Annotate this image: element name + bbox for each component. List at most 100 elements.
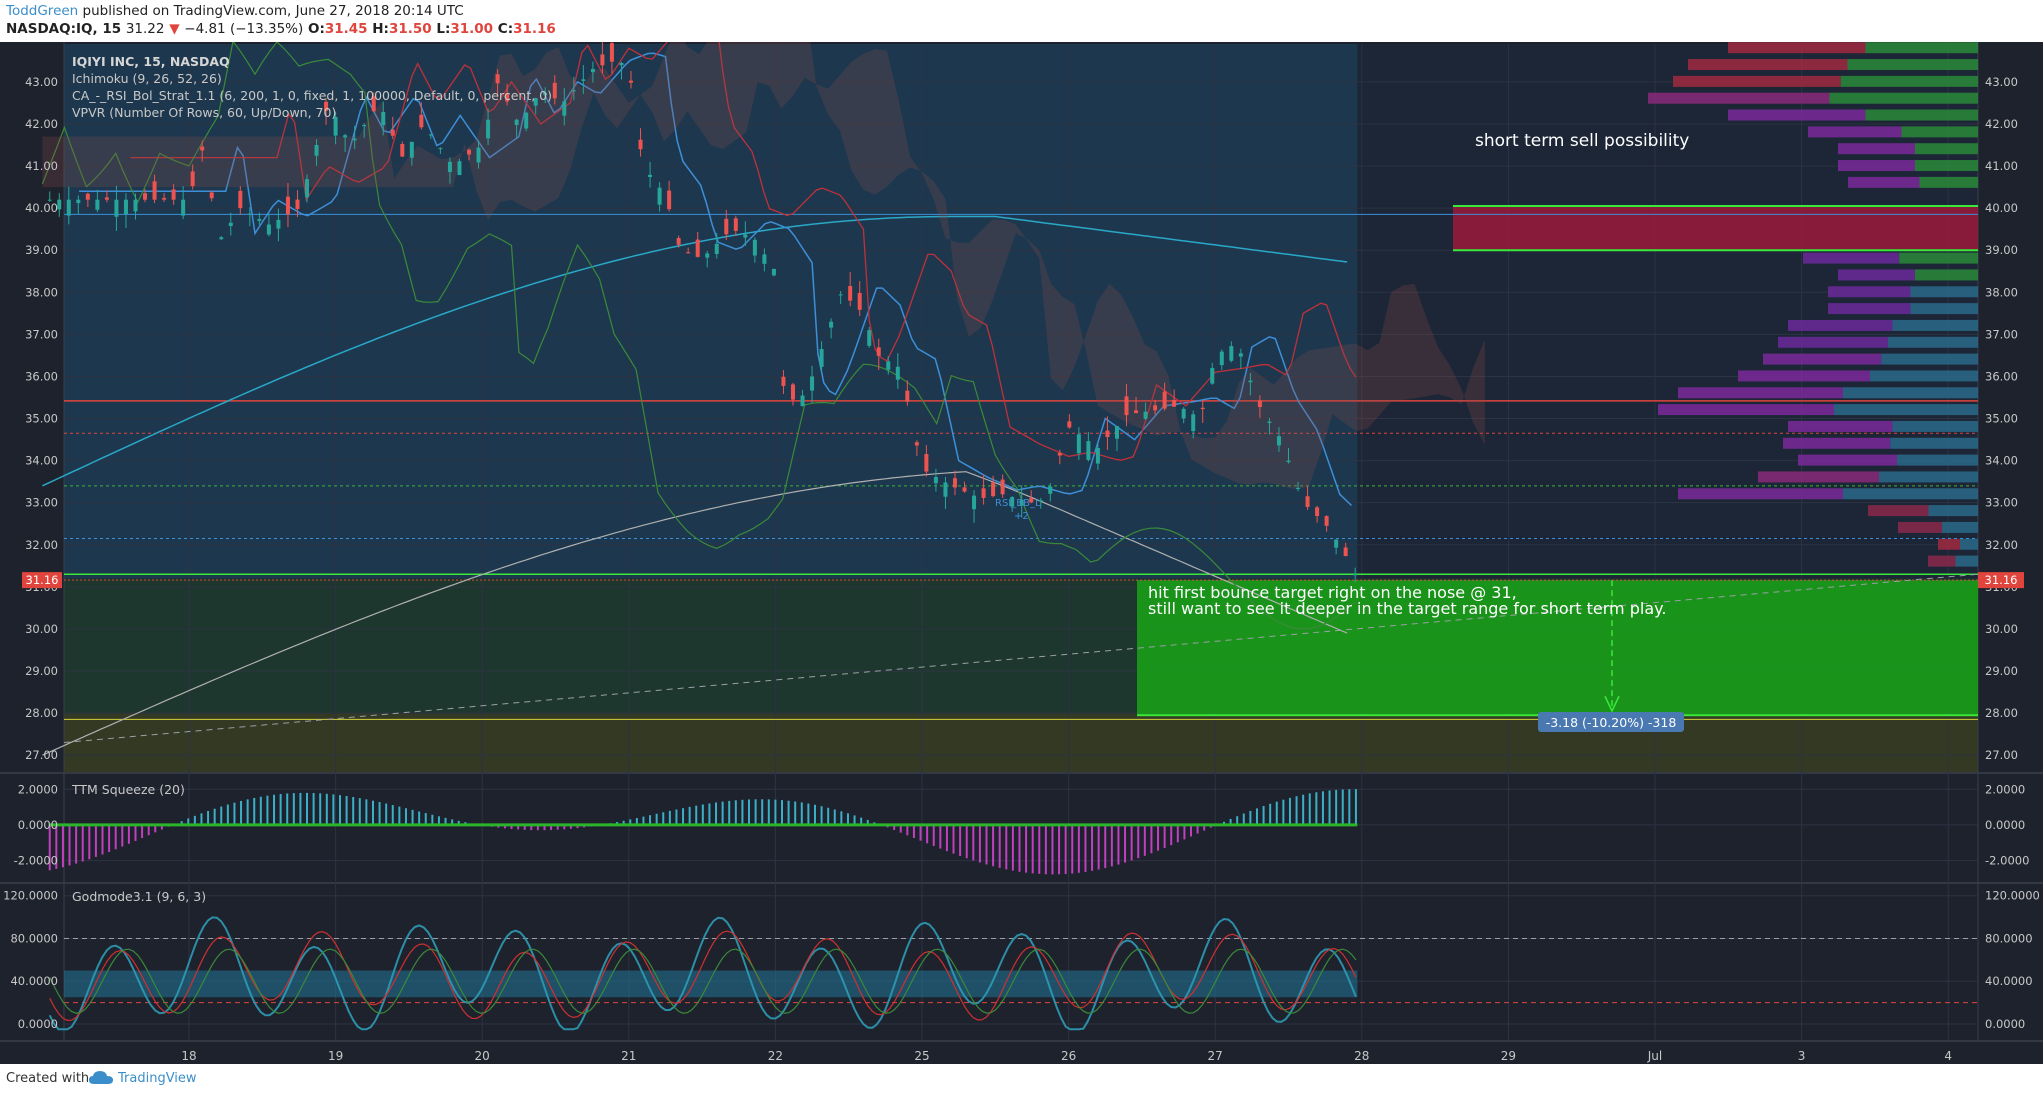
candle-body [848,286,853,301]
candle-body [1172,399,1177,407]
candle-body [838,294,843,296]
y-tick-label-right: 32.00 [1985,538,2018,552]
squeeze-title: TTM Squeeze (20) [71,782,185,797]
y-tick-label-right: 43.00 [1985,75,2018,89]
sell-note: short term sell possibility [1475,131,1689,151]
candle-body [419,114,424,128]
bounce-note-line2: still want to see it deeper in the targe… [1148,599,1666,618]
squeeze-tick-right: -2.0000 [1985,854,2029,868]
price-tag-left [22,572,62,589]
chart-canvas[interactable]: 18 19 20 21 22 25 26 27 28 29 Jul 3 4 27.00 27.00 28.00… [0,42,2043,1064]
vpvr-bar-up [1840,75,1978,87]
y-tick-label-left: 28.00 [25,706,58,720]
candle-body [1257,400,1262,408]
candle-body [1210,368,1215,384]
open-label: O: [307,21,325,37]
candle-body [981,488,986,498]
indicator-title-2: Ichimoku (9, 26, 52, 26) [72,71,222,86]
candle-body [409,141,414,158]
candle-body [543,92,548,96]
candle-body [790,384,795,400]
candle-body [467,149,472,155]
y-tick-label-right: 29.00 [1985,664,2018,678]
candle-body [400,143,405,157]
candle-body [133,199,138,212]
candle-body [1324,516,1329,526]
vpvr-bar-up [1960,538,1978,550]
candle-body [895,366,900,380]
candle-body [619,62,624,66]
candle-body [1286,460,1291,463]
candle-body [1267,421,1272,423]
candle-body [1315,507,1320,517]
y-tick-label-right: 36.00 [1985,369,2018,383]
vpvr-bar-down [1763,353,1882,365]
candle-body [447,161,452,173]
y-tick-label-left: 35.00 [25,412,58,426]
vpvr-bar-down [1808,126,1902,138]
y-tick-label-left: 39.00 [25,243,58,257]
author-link[interactable]: ToddGreen [6,3,79,19]
y-tick-label-right: 34.00 [1985,454,2018,468]
y-tick-label-left: 43.00 [25,75,58,89]
x-tick-label: 22 [768,1049,783,1063]
tradingview-cloud-icon [89,1071,113,1084]
candle-body [343,135,348,138]
vpvr-bar-down [1838,143,1915,155]
vpvr-bar-up [1888,336,1978,348]
candle-body [66,199,71,216]
candle-body [962,487,967,492]
y-tick-label-right: 37.00 [1985,327,2018,341]
x-tick-label: 18 [181,1049,196,1063]
candle-body [571,90,576,92]
vpvr-bar-down [1898,521,1942,533]
vpvr-bar-up [1899,252,1978,264]
candle-body [257,219,262,221]
candle-body [657,187,662,205]
candle-body [905,390,910,402]
candle-body [1153,405,1158,411]
y-tick-label-right: 28.00 [1985,706,2018,720]
candle-body [686,252,691,254]
vpvr-bar-down [1678,387,1843,399]
vpvr-bar-up [1910,286,1978,298]
vpvr-bar-up [1881,353,1978,365]
tenkan-line [79,52,1353,507]
candle-body [752,239,757,256]
vpvr-bar-down [1673,75,1841,87]
candle-body [991,482,996,497]
y-tick-label-left: 40.00 [25,201,58,215]
vpvr-bar-down [1678,488,1843,500]
candle-body [724,218,729,235]
candle-body [285,196,290,215]
candle-body [771,268,776,276]
vpvr-bar-up [1892,420,1978,432]
candle-body [171,189,176,200]
y-tick-label-left: 42.00 [25,117,58,131]
x-tick-label: 29 [1501,1049,1516,1063]
godmode-tick-left: 120.0000 [3,889,58,903]
close-label: C: [497,21,514,37]
candle-body [876,347,881,356]
candle-body [781,376,786,386]
candle-body [1353,574,1358,576]
y-tick-label-left: 33.00 [25,496,58,510]
godmode-tick-left: 80.0000 [10,931,58,945]
candle-body [228,222,233,227]
candle-body [200,146,205,151]
y-tick-label-left: 27.00 [25,748,58,762]
candle-body [705,253,710,258]
candle-body [600,54,605,66]
indicator-title-4: VPVR (Number Of Rows, 60, Up/Down, 70) [72,105,336,120]
candle-body [1000,479,1005,495]
candle-body [514,119,519,126]
candle-body [743,234,748,238]
vpvr-bar-down [1848,176,1920,188]
candle-body [943,482,948,497]
candle-body [695,239,700,257]
tradingview-link[interactable]: TradingView [118,1071,197,1086]
squeeze-tick-right: 2.0000 [1985,782,2025,796]
x-tick-label: Jul [1647,1049,1662,1063]
candle-body [1305,496,1310,507]
candle-body [648,174,653,177]
